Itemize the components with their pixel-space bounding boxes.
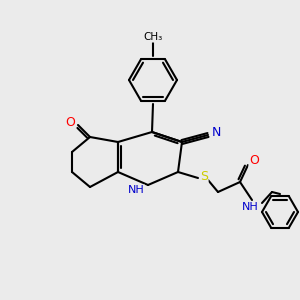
Text: O: O [249, 154, 259, 167]
Text: CH₃: CH₃ [143, 32, 163, 42]
Text: S: S [200, 169, 208, 182]
Text: O: O [65, 116, 75, 128]
Text: NH: NH [128, 185, 144, 195]
Text: NH: NH [242, 202, 258, 212]
Text: N: N [211, 127, 221, 140]
